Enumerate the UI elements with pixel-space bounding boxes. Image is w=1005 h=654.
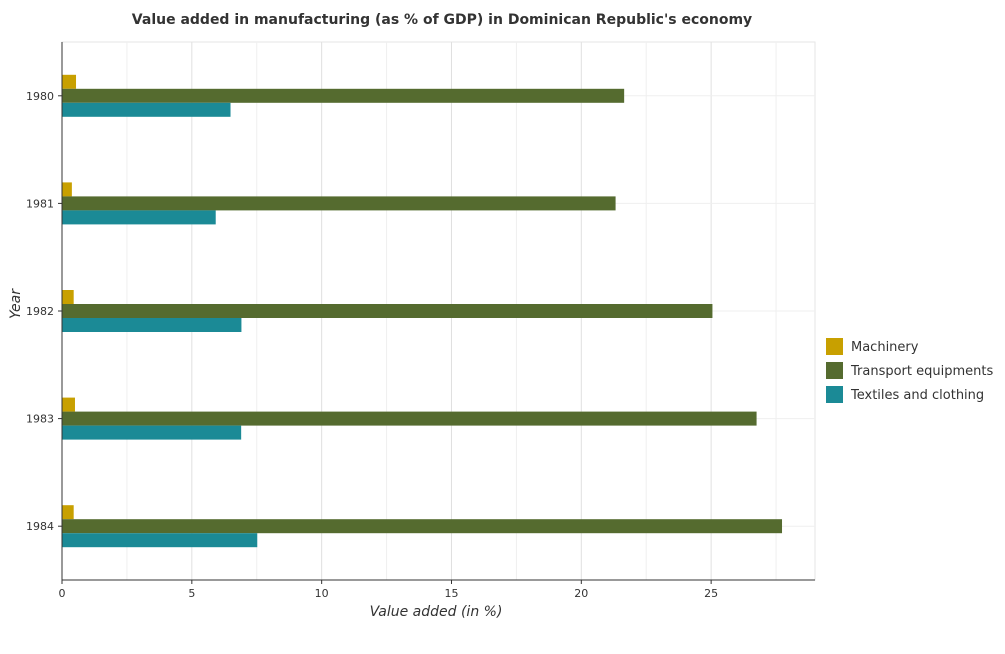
- axes: 1980 1981 1982 1983 1984 0 5 10 15 20 25: [26, 42, 815, 600]
- bar-transport-equipments-1984: [62, 519, 783, 534]
- bar-textiles-and-clothing-1980: [62, 102, 231, 117]
- legend-swatch: [826, 386, 843, 403]
- bar-machinery-1981: [62, 182, 72, 197]
- x-tick-label: 25: [704, 587, 718, 600]
- chart-title: Value added in manufacturing (as % of GD…: [132, 12, 752, 28]
- bar-transport-equipments-1982: [62, 304, 713, 318]
- x-tick-label: 20: [574, 587, 588, 600]
- legend-label: Transport equipments: [850, 364, 993, 379]
- x-tick-label: 0: [59, 587, 66, 600]
- bars: [62, 74, 783, 548]
- bar-machinery-1982: [62, 290, 74, 304]
- bar-machinery-1983: [62, 397, 75, 412]
- x-tick-label: 5: [188, 587, 195, 600]
- bar-textiles-and-clothing-1983: [62, 425, 242, 440]
- bar-transport-equipments-1983: [62, 411, 757, 426]
- y-tick-label: 1980: [26, 90, 54, 103]
- bar-textiles-and-clothing-1981: [62, 210, 216, 225]
- y-tick-label: 1983: [26, 413, 54, 426]
- y-tick-label: 1984: [26, 520, 54, 533]
- bar-textiles-and-clothing-1984: [62, 533, 258, 548]
- legend-label: Machinery: [851, 340, 919, 355]
- bar-machinery-1984: [62, 505, 74, 520]
- bar-textiles-and-clothing-1982: [62, 318, 242, 332]
- bar-transport-equipments-1981: [62, 196, 616, 211]
- bar-transport-equipments-1980: [62, 88, 625, 103]
- legend-label: Textiles and clothing: [850, 388, 984, 403]
- y-tick-label: 1982: [26, 305, 54, 318]
- bar-machinery-1980: [62, 74, 77, 89]
- legend-swatch: [826, 362, 843, 379]
- x-tick-label: 10: [315, 587, 329, 600]
- legend-swatch: [826, 338, 843, 355]
- x-axis-label: Value added (in %): [370, 604, 503, 620]
- y-axis-label: Year: [8, 288, 24, 319]
- y-tick-label: 1981: [26, 197, 54, 210]
- legend: Machinery Transport equipments Textiles an…: [826, 338, 993, 403]
- x-tick-label: 15: [444, 587, 458, 600]
